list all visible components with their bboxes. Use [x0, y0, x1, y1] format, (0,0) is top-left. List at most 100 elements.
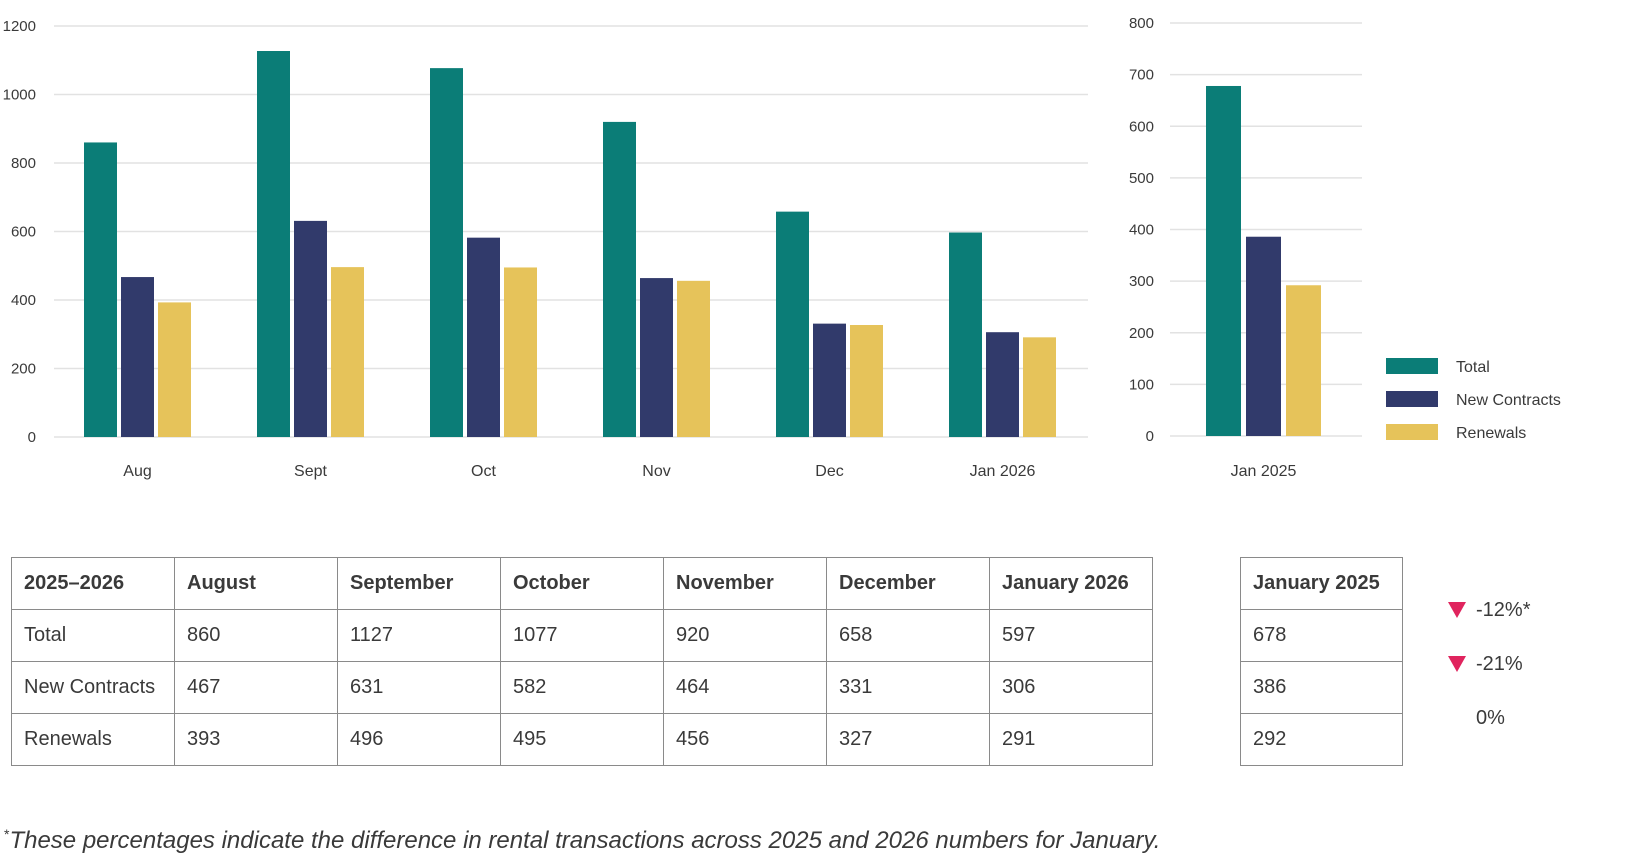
y-tick-label: 500	[1129, 170, 1154, 187]
table-row: New Contracts 467 631 582 464 331 306	[11, 661, 1153, 714]
bar-renewals	[677, 280, 710, 437]
bar-new-contracts	[1246, 236, 1281, 436]
y-tick-label: 200	[1129, 325, 1154, 342]
table-cell: 920	[663, 609, 827, 662]
table-cell: 1127	[337, 609, 501, 662]
bar-total	[949, 232, 982, 437]
y-tick-label: 400	[11, 292, 36, 309]
table-cell: 678	[1240, 609, 1403, 662]
legend-label: Total	[1456, 359, 1490, 376]
bar-new-contracts	[813, 323, 846, 437]
table-cell: 658	[826, 609, 990, 662]
table-cell: 597	[989, 609, 1153, 662]
table-cell: 292	[1240, 713, 1403, 766]
x-category-label: Oct	[471, 463, 496, 480]
y-tick-label: 400	[1129, 222, 1154, 239]
bar-renewals	[504, 267, 537, 437]
x-category-label: Aug	[123, 463, 151, 480]
bar-total	[1206, 85, 1241, 437]
legend-swatch	[1386, 358, 1438, 374]
bar-renewals	[1023, 337, 1056, 437]
y-tick-label: 0	[28, 429, 36, 446]
y-tick-label: 600	[1129, 118, 1154, 135]
table-cell: 582	[500, 661, 664, 714]
january-2025-table: January 2025 678 386 292	[1240, 557, 1403, 766]
bar-new-contracts	[121, 277, 154, 437]
table-header-cell: January 2026	[989, 557, 1153, 610]
y-tick-label: 100	[1129, 376, 1154, 393]
table-cell: 860	[174, 609, 338, 662]
y-tick-label: 0	[1146, 428, 1154, 445]
table-row: 386	[1240, 661, 1403, 714]
table-cell: 464	[663, 661, 827, 714]
change-value: -12%*	[1476, 598, 1531, 621]
table-header-cell: December	[826, 557, 990, 610]
table-cell: 1077	[500, 609, 664, 662]
table-cell: 393	[174, 713, 338, 766]
legend-swatch	[1386, 424, 1438, 440]
legend-label: Renewals	[1456, 425, 1526, 442]
legend-swatch	[1386, 391, 1438, 407]
change-row: -21%	[1440, 637, 1620, 691]
table-header-cell: August	[174, 557, 338, 610]
table-row: 292	[1240, 713, 1403, 766]
down-triangle-icon	[1448, 602, 1466, 618]
table-header-cell: October	[500, 557, 664, 610]
change-column: -12%* -21% 0%	[1440, 583, 1620, 745]
table-cell: 327	[826, 713, 990, 766]
table-header-cell: January 2025	[1240, 557, 1403, 610]
y-tick-label: 800	[11, 155, 36, 172]
table-cell: 291	[989, 713, 1153, 766]
table-row: 678	[1240, 609, 1403, 662]
table-row: Total 860 1127 1077 920 658 597	[11, 609, 1153, 662]
table-cell: New Contracts	[11, 661, 175, 714]
x-category-label: Nov	[642, 463, 670, 480]
change-row: -12%*	[1440, 583, 1620, 637]
bar-total	[603, 121, 636, 438]
table-cell: Total	[11, 609, 175, 662]
table-cell: Renewals	[11, 713, 175, 766]
bar-new-contracts	[467, 237, 500, 437]
table-cell: 467	[174, 661, 338, 714]
bar-total	[776, 211, 809, 437]
table-cell: 306	[989, 661, 1153, 714]
y-tick-label: 300	[1129, 273, 1154, 290]
y-tick-label: 700	[1129, 67, 1154, 84]
monthly-table: 2025–2026 August September October Novem…	[11, 557, 1153, 766]
table-header-row: 2025–2026 August September October Novem…	[11, 557, 1153, 610]
change-value: 0%	[1476, 706, 1505, 729]
bar-new-contracts	[986, 332, 1019, 437]
x-category-label: Sept	[294, 463, 327, 480]
table-cell: 631	[337, 661, 501, 714]
footnote: *These percentages indicate the differen…	[4, 826, 1160, 855]
bar-new-contracts	[640, 278, 673, 437]
x-category-label: Dec	[815, 463, 843, 480]
bar-total	[257, 51, 290, 437]
y-tick-label: 800	[1129, 15, 1154, 32]
x-category-label: Jan 2026	[970, 463, 1036, 480]
table-header-cell: September	[337, 557, 501, 610]
y-tick-label: 1200	[3, 18, 36, 35]
table-header-row: January 2025	[1240, 557, 1403, 610]
bar-new-contracts	[294, 220, 327, 437]
bar-renewals	[331, 267, 364, 437]
footnote-text: These percentages indicate the differenc…	[9, 827, 1161, 854]
table-header-cell: November	[663, 557, 827, 610]
change-value: -21%	[1476, 652, 1523, 675]
x-category-label: Jan 2025	[1231, 463, 1297, 480]
legend-label: New Contracts	[1456, 392, 1561, 409]
bar-renewals	[158, 302, 191, 437]
change-row: 0%	[1440, 691, 1620, 745]
table-cell: 331	[826, 661, 990, 714]
bar-renewals	[850, 325, 883, 437]
table-cell: 495	[500, 713, 664, 766]
table-row: Renewals 393 496 495 456 327 291	[11, 713, 1153, 766]
table-cell: 456	[663, 713, 827, 766]
table-cell: 386	[1240, 661, 1403, 714]
y-tick-label: 600	[11, 224, 36, 241]
footnote-marker: *	[4, 826, 10, 842]
bar-total	[84, 142, 117, 437]
down-triangle-icon	[1448, 656, 1466, 672]
table-header-cell: 2025–2026	[11, 557, 175, 610]
